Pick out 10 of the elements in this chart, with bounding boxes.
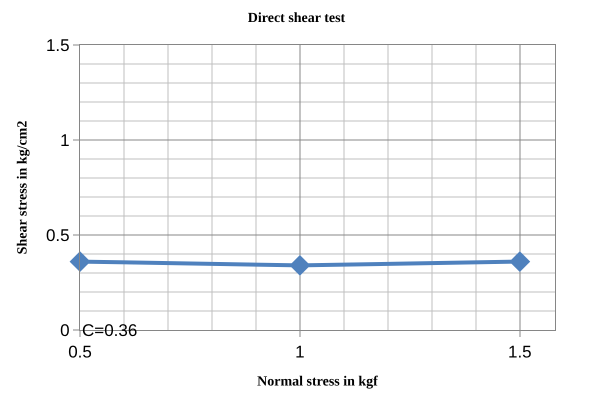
x-tick-label: 1 xyxy=(295,342,305,362)
y-tick-label: 0.5 xyxy=(46,226,70,245)
y-tick-label: 1.5 xyxy=(46,36,70,55)
x-tick-label: 1.5 xyxy=(508,342,532,362)
y-tick-label: 1 xyxy=(60,130,70,150)
x-axis-title: Normal stress in kgf xyxy=(257,374,378,390)
y-axis-title: Shear stress in kg/cm2 xyxy=(16,120,31,254)
chart-title: Direct shear test xyxy=(248,10,346,26)
annotation: C=0.36 xyxy=(82,321,138,340)
y-tick-label: 0 xyxy=(60,320,70,340)
